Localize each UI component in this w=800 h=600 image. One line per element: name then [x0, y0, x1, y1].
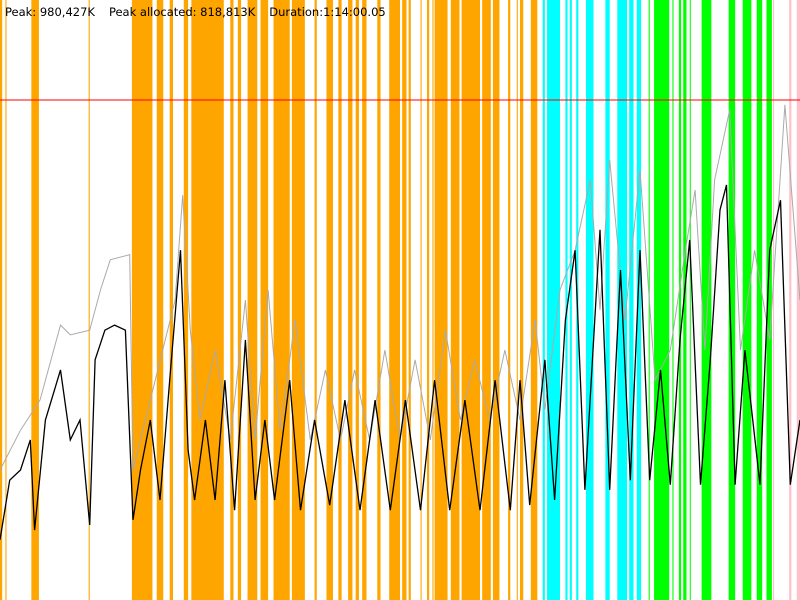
- orange-band: [482, 0, 491, 600]
- orange-band: [260, 0, 269, 600]
- green-band: [683, 0, 687, 600]
- green-band: [701, 0, 712, 600]
- orange-band: [362, 0, 367, 600]
- allocated-series-line: [0, 184, 800, 540]
- green-band: [654, 0, 670, 600]
- green-band: [756, 0, 763, 600]
- orange-band: [5, 0, 7, 600]
- green-band: [672, 0, 674, 600]
- orange-band: [508, 0, 511, 600]
- orange-band: [408, 0, 411, 600]
- orange-band: [432, 0, 434, 600]
- orange-band: [169, 0, 173, 600]
- cyan-band: [542, 0, 545, 600]
- green-band: [766, 0, 772, 600]
- orange-band: [402, 0, 407, 600]
- peak-allocated-label: Peak allocated: 818,813K: [108, 5, 256, 19]
- duration-label: Duration:1:14:00.05: [269, 5, 386, 19]
- orange-band: [377, 0, 381, 600]
- orange-band: [0, 0, 3, 600]
- orange-band: [326, 0, 333, 600]
- cyan-band: [569, 0, 572, 600]
- series-lines: [0, 104, 800, 540]
- pink-band: [796, 0, 800, 600]
- orange-band: [516, 0, 518, 600]
- orange-band: [273, 0, 290, 600]
- orange-band: [450, 0, 460, 600]
- chart-header: Peak: 980,427K Peak allocated: 818,813K Du…: [5, 5, 400, 19]
- green-band: [742, 0, 752, 600]
- orange-band: [348, 0, 353, 600]
- orange-band: [355, 0, 359, 600]
- orange-band: [291, 0, 305, 600]
- orange-band: [492, 0, 500, 600]
- pink-band: [772, 0, 775, 600]
- orange-band: [247, 0, 258, 600]
- orange-band: [230, 0, 234, 600]
- orange-band: [88, 0, 90, 600]
- orange-band: [131, 0, 153, 600]
- orange-band: [31, 0, 39, 600]
- orange-band: [389, 0, 400, 600]
- orange-band: [434, 0, 448, 600]
- peak-label: Peak: 980,427K: [5, 5, 95, 19]
- orange-band: [530, 0, 538, 600]
- orange-band: [156, 0, 164, 600]
- cyan-band: [605, 0, 610, 600]
- cyan-band: [547, 0, 560, 600]
- orange-band: [520, 0, 524, 600]
- green-band: [689, 0, 691, 600]
- orange-band: [314, 0, 317, 600]
- cyan-band: [629, 0, 634, 600]
- orange-band: [191, 0, 224, 600]
- green-band: [728, 0, 736, 600]
- green-band: [678, 0, 682, 600]
- peak-series-line: [0, 104, 800, 471]
- orange-band: [338, 0, 342, 600]
- orange-band: [427, 0, 430, 600]
- pink-band: [789, 0, 792, 600]
- cyan-band: [636, 0, 642, 600]
- cyan-band: [565, 0, 568, 600]
- orange-band: [237, 0, 242, 600]
- orange-band: [461, 0, 480, 600]
- orange-band: [183, 0, 189, 600]
- orange-band: [420, 0, 422, 600]
- cyan-band: [585, 0, 594, 600]
